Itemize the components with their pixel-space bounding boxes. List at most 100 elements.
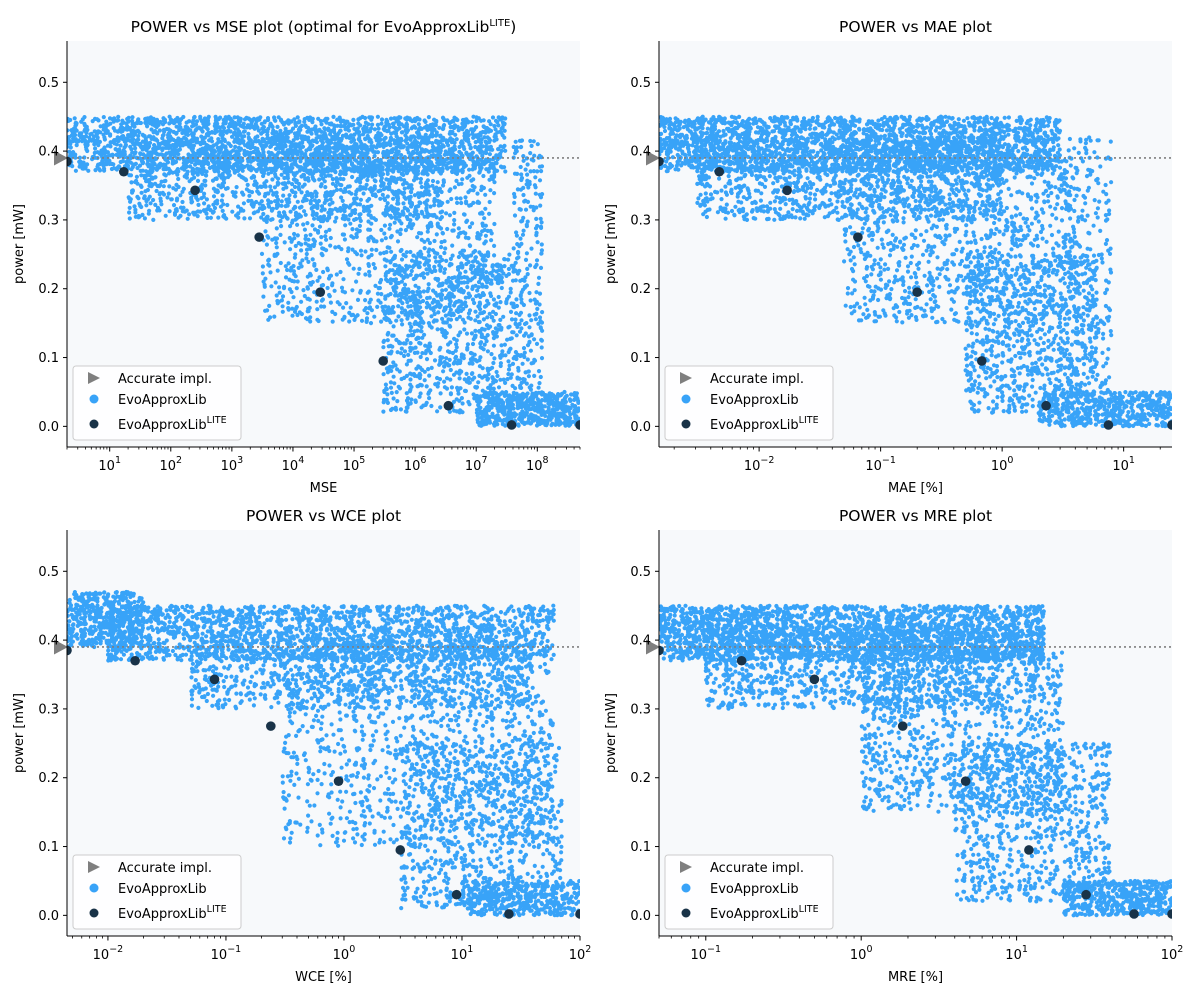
x-tick-label: 10−2 xyxy=(744,455,775,474)
x-tick-label: 102 xyxy=(1161,944,1184,963)
lite-point xyxy=(443,400,454,411)
x-axis-label: MSE xyxy=(310,481,338,496)
y-axis-label: power [mW] xyxy=(604,693,619,773)
lite-point xyxy=(714,166,725,177)
x-tick-label: 100 xyxy=(333,944,356,963)
legend-lite-label: EvoApproxLibLITE xyxy=(710,415,819,433)
lite-point xyxy=(976,356,987,366)
y-tick-label: 0.1 xyxy=(630,840,651,855)
y-tick-label: 0.3 xyxy=(630,213,651,228)
y-tick-label: 0.5 xyxy=(630,565,651,580)
evoapproxlib-scatter xyxy=(659,114,1172,429)
legend: Accurate impl. EvoApproxLib EvoApproxLibLI… xyxy=(72,365,242,441)
legend-lite-icon xyxy=(681,908,691,918)
x-tick-label: 104 xyxy=(282,455,305,474)
accurate-impl-marker xyxy=(646,639,660,655)
lite-point xyxy=(575,420,580,430)
lite-point xyxy=(1129,909,1139,919)
x-tick-label: 102 xyxy=(159,455,182,474)
x-axis-label: MRE [%] xyxy=(888,970,943,985)
legend-lite-label: EvoApproxLibLITE xyxy=(118,415,227,433)
evoapproxlib-scatter xyxy=(659,603,1172,918)
x-axis-label: WCE [%] xyxy=(295,970,352,985)
y-tick-label: 0.3 xyxy=(38,702,59,717)
y-tick-label: 0.2 xyxy=(630,771,651,786)
lite-point xyxy=(853,232,863,242)
chart-panel-3: 0.0 0.1 0.2 0.3 0.4 0.5 10−2 10−1 100 101 102 POWER… xyxy=(12,507,591,985)
legend-accurate-label: Accurate impl. xyxy=(118,861,212,876)
chart-panel-4: 0.0 0.1 0.2 0.3 0.4 0.5 10−1 100 101 102 POWER vs … xyxy=(604,507,1183,985)
y-axis-label: power [mW] xyxy=(604,204,619,284)
legend: Accurate impl. EvoApproxLib EvoApproxLibLI… xyxy=(664,854,834,930)
lite-point xyxy=(254,232,264,242)
x-tick-label: 101 xyxy=(1112,455,1135,474)
lite-point xyxy=(266,721,276,731)
legend-lite-icon xyxy=(89,908,99,918)
y-tick-label: 0.1 xyxy=(38,351,59,366)
x-tick-label: 10−1 xyxy=(211,944,242,963)
lite-point xyxy=(659,645,664,656)
lite-point xyxy=(1167,420,1172,430)
y-tick-label: 0.2 xyxy=(38,282,59,297)
legend: Accurate impl. EvoApproxLib EvoApproxLibLI… xyxy=(72,854,242,930)
y-axis-label: power [mW] xyxy=(12,693,27,773)
legend-lite-label: EvoApproxLibLITE xyxy=(710,904,819,922)
y-tick-label: 0.4 xyxy=(630,145,651,160)
x-tick-label: 107 xyxy=(465,455,488,474)
x-tick-label: 100 xyxy=(991,455,1014,474)
legend-evo-label: EvoApproxLib xyxy=(118,393,207,408)
legend-lite-icon xyxy=(89,419,99,429)
legend-evo-icon xyxy=(89,883,99,893)
legend-accurate-label: Accurate impl. xyxy=(710,372,804,387)
lite-point xyxy=(395,845,406,855)
lite-point xyxy=(333,776,344,786)
lite-point xyxy=(67,156,72,167)
x-tick-label: 106 xyxy=(404,455,427,474)
x-tick-label: 101 xyxy=(98,455,121,474)
x-tick-label: 101 xyxy=(1005,944,1028,963)
lite-point xyxy=(506,420,517,430)
legend-accurate-icon xyxy=(88,861,100,873)
x-tick-label: 102 xyxy=(569,944,592,963)
x-tick-label: 100 xyxy=(850,944,873,963)
legend-lite-icon xyxy=(681,419,691,429)
legend-evo-label: EvoApproxLib xyxy=(710,882,799,897)
chart-title: POWER vs MAE plot xyxy=(839,18,992,36)
lite-point xyxy=(575,909,580,919)
lite-point xyxy=(190,185,200,196)
legend-accurate-icon xyxy=(680,861,692,873)
x-tick-label: 105 xyxy=(343,455,366,474)
lite-point xyxy=(504,909,514,919)
y-tick-label: 0.2 xyxy=(38,771,59,786)
lite-point xyxy=(960,776,971,786)
chart-panel-1: 0.0 0.1 0.2 0.3 0.4 0.5 101 102 103 104 105 106 107 1… xyxy=(12,18,581,496)
lite-point xyxy=(209,674,220,685)
lite-point xyxy=(1024,845,1034,855)
legend-evo-icon xyxy=(681,394,691,404)
lite-point xyxy=(1167,909,1172,919)
lite-point xyxy=(378,356,388,366)
lite-point xyxy=(315,287,326,297)
legend-accurate-label: Accurate impl. xyxy=(710,861,804,876)
x-tick-label: 10−2 xyxy=(93,944,124,963)
legend: Accurate impl. EvoApproxLib EvoApproxLibLI… xyxy=(664,365,834,441)
y-tick-label: 0.0 xyxy=(630,420,651,435)
accurate-impl-marker xyxy=(54,639,68,655)
y-tick-label: 0.0 xyxy=(38,909,59,924)
y-tick-label: 0.5 xyxy=(630,76,651,91)
y-tick-label: 0.1 xyxy=(630,351,651,366)
y-tick-label: 0.0 xyxy=(38,420,59,435)
lite-point xyxy=(1081,889,1091,900)
y-axis-label: power [mW] xyxy=(12,204,27,284)
legend-lite-label: EvoApproxLibLITE xyxy=(118,904,227,922)
x-tick-label: 10−1 xyxy=(691,944,722,963)
legend-evo-icon xyxy=(681,883,691,893)
lite-point xyxy=(736,655,747,666)
lite-point xyxy=(1103,420,1114,430)
y-tick-label: 0.0 xyxy=(630,909,651,924)
legend-accurate-label: Accurate impl. xyxy=(118,372,212,387)
legend-accurate-icon xyxy=(680,372,692,384)
chart-title: POWER vs MSE plot (optimal for EvoApprox… xyxy=(131,18,517,36)
x-tick-label: 108 xyxy=(526,455,549,474)
